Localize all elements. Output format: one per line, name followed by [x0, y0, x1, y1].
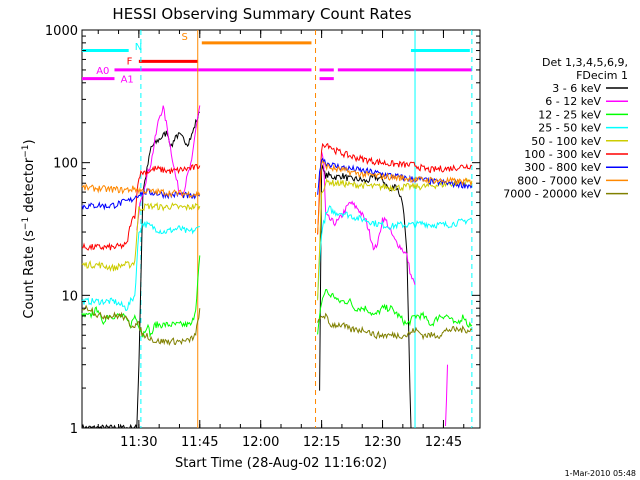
series-50-100-kev-segment-1	[317, 177, 473, 301]
series-25-50-kev-segment-1	[317, 205, 472, 299]
series-7000-20000-kev-segment-1	[317, 312, 473, 341]
y-axis-label-main: Count Rate (s	[22, 230, 37, 319]
series-50-100-kev-segment-0	[81, 201, 201, 273]
series-100-300-kev-segment-0	[81, 163, 201, 251]
legend-label-25-50-kev: 25 - 50 keV	[538, 122, 601, 135]
vlines-layer	[140, 30, 473, 428]
flag-a1-label: A1	[121, 75, 134, 86]
series-12-25-kev-segment-1	[317, 288, 473, 335]
series-25-50-kev	[81, 205, 472, 311]
legend-label-12-25-kev: 12 - 25 keV	[538, 108, 601, 121]
series-100-300-kev-segment-1	[317, 142, 473, 235]
legend-title-line: FDecim 1	[576, 69, 628, 82]
series-layer	[81, 105, 473, 429]
legend-title-line: Det 1,3,4,5,6,9,	[542, 56, 628, 69]
legend-label-7000-20000-kev: 7000 - 20000 keV	[503, 188, 601, 201]
x-tick-label: 12:15	[303, 435, 340, 450]
legend-label-50-100-kev: 50 - 100 keV	[531, 135, 601, 148]
axes-layer: 11:30 11:45 12:00 12:15 12:30 12:45 1 10 100 1000	[45, 24, 480, 450]
series-7000-20000-kev-segment-0	[81, 304, 201, 347]
y-axis-label-sup2: −1	[21, 144, 31, 157]
series-800-7000-kev-segment-1	[317, 159, 473, 234]
x-tick-label: 11:45	[181, 435, 218, 450]
legend-label-300-800-kev: 300 - 800 keV	[524, 161, 601, 174]
y-tick-label: 100	[53, 157, 78, 172]
flag-a0-label: A0	[96, 66, 109, 77]
series-3-6-kev-segment-0	[81, 111, 200, 429]
x-tick-label: 12:00	[242, 435, 279, 450]
y-axis-label-sup1: −1	[21, 217, 31, 230]
flag-s-label: S	[182, 32, 188, 43]
series-3-6-kev	[81, 111, 412, 429]
series-6-12-kev-segment-0	[136, 105, 201, 231]
flag-f-label: F	[127, 56, 133, 67]
legend-label-6-12-kev: 6 - 12 keV	[545, 95, 601, 108]
y-tick-label: 10	[61, 289, 78, 304]
y-tick-label: 1000	[45, 24, 78, 39]
legend-label-3-6-kev: 3 - 6 keV	[552, 82, 601, 95]
x-tick-label: 12:30	[364, 435, 401, 450]
series-3-6-kev-segment-1	[319, 164, 412, 429]
x-axis-label: Start Time (28-Aug-02 11:16:02)	[175, 456, 387, 471]
flag-n-label: N	[135, 42, 142, 53]
series-6-12-kev	[136, 105, 448, 427]
series-100-300-kev	[81, 142, 473, 251]
chart-title: HESSI Observing Summary Count Rates	[112, 5, 411, 23]
y-tick-label: 1	[70, 422, 78, 437]
legend-label-800-7000-kev: 800 - 7000 keV	[517, 174, 601, 187]
y-axis-label-end: )	[22, 139, 37, 144]
series-6-12-kev-segment-2	[445, 364, 448, 427]
series-50-100-kev	[81, 177, 473, 301]
series-25-50-kev-segment-0	[81, 220, 200, 311]
series-7000-20000-kev	[81, 304, 473, 347]
generated-timestamp: 1-Mar-2010 05:48	[565, 469, 636, 478]
x-tick-label: 12:45	[425, 435, 462, 450]
y-axis-label-mid: detector	[22, 157, 37, 217]
x-tick-label: 11:30	[120, 435, 157, 450]
flags-layer: N S F A0 A1	[82, 32, 472, 86]
series-800-7000-kev	[81, 159, 473, 234]
y-axis-label: Count Rate (s−1 detector−1)	[21, 139, 37, 318]
series-800-7000-kev-segment-0	[81, 183, 201, 199]
legend-label-100-300-kev: 100 - 300 keV	[524, 148, 601, 161]
series-6-12-kev-segment-1	[321, 151, 416, 285]
